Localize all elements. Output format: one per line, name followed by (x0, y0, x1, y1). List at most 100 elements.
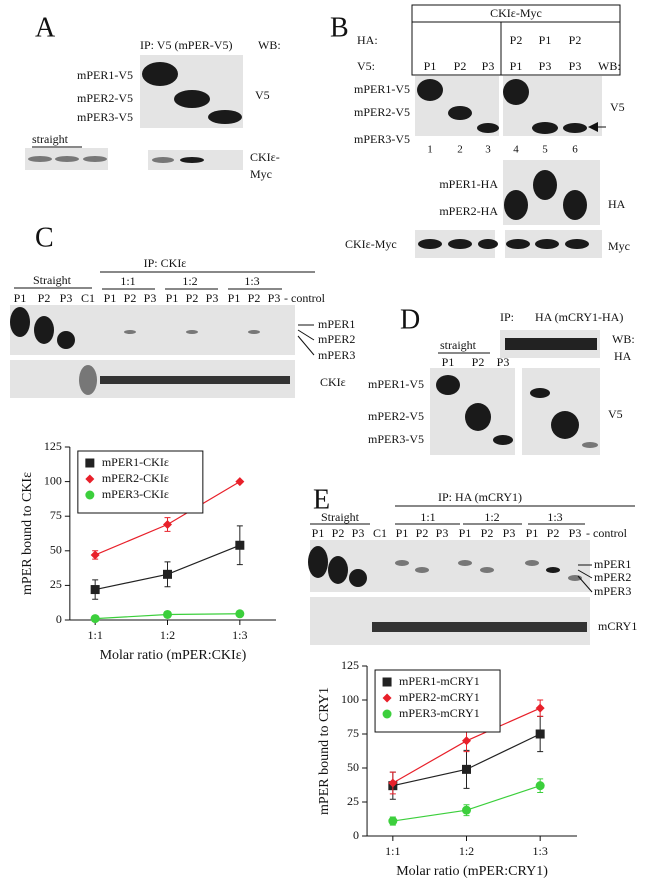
label: - control (586, 526, 628, 540)
lane-label: P2 (38, 291, 51, 305)
x-tick-label: 1:2 (160, 628, 175, 642)
label: V5 (610, 100, 625, 114)
legend-box (77, 450, 204, 514)
label: P1 (539, 33, 552, 47)
band-label: mPER1-V5 (354, 82, 410, 96)
label: P3 (482, 59, 495, 73)
point (462, 764, 471, 774)
legend-marker (85, 474, 95, 484)
label: IP: CKIε (144, 256, 187, 270)
label: 1:2 (182, 274, 197, 288)
y-tick-label: 25 (347, 794, 359, 808)
band-label: mPER1-HA (439, 177, 498, 191)
label: IP: HA (mCRY1) (438, 490, 522, 504)
x-tick-label: 1:1 (87, 628, 102, 642)
lane-label: P3 (569, 526, 582, 540)
legend-box (374, 669, 501, 733)
label: WB: (612, 332, 635, 346)
label: P2 (454, 59, 467, 73)
label: P3 (539, 59, 552, 73)
legend-marker (85, 490, 95, 500)
panel-rules (14, 4, 635, 593)
band-label: mPER2-V5 (77, 91, 133, 105)
label: CKIε (320, 375, 346, 389)
panel-letter: A (35, 12, 56, 43)
lane-label: P2 (186, 291, 199, 305)
lane-label: P1 (459, 526, 472, 540)
label: Myc (608, 239, 630, 253)
point (535, 703, 545, 713)
legend-label: mPER3-CKIε (102, 487, 169, 501)
y-tick-label: 125 (341, 658, 359, 672)
point (535, 781, 545, 791)
lane-label: P3 (352, 526, 365, 540)
lane-number: 5 (542, 144, 548, 156)
lane-label: P3 (503, 526, 516, 540)
label: straight (440, 338, 477, 352)
label: Straight (33, 273, 72, 287)
band-label: mPER3 (594, 584, 631, 598)
band-label: mPER2-V5 (368, 409, 424, 423)
band-label: mPER3-V5 (77, 110, 133, 124)
panel-letter: B (330, 12, 349, 43)
band-label: mPER2 (594, 570, 631, 584)
lane-label: P3 (497, 355, 510, 369)
legend-marker (382, 677, 392, 687)
label: CKIε- (250, 150, 280, 164)
lane-label: P2 (124, 291, 137, 305)
label: CKIε-Myc (490, 6, 542, 20)
label: HA (614, 349, 632, 363)
legend-label: mPER1-mCRY1 (399, 674, 480, 688)
chart: 0 25 50 75 100 125 1:1 1:2 1:3 Molar ratio (mPER:… (20, 439, 276, 663)
band-label: mPER1-V5 (368, 377, 424, 391)
label: IP: V5 (mPER-V5) (140, 38, 232, 52)
label: HA: (357, 33, 378, 47)
y-tick-label: 100 (44, 473, 62, 487)
legend-marker (85, 458, 95, 468)
x-tick-label: 1:2 (459, 844, 474, 858)
lane-number: 4 (513, 144, 519, 156)
y-tick-label: 125 (44, 439, 62, 453)
point (388, 778, 398, 788)
panel-letter: D (400, 304, 420, 335)
lane-number: 2 (457, 144, 463, 156)
point (235, 540, 245, 550)
lane-label: P2 (332, 526, 345, 540)
label: P3 (569, 59, 582, 73)
point (163, 569, 172, 579)
band-label: mPER3-V5 (354, 132, 410, 146)
lane-label: P3 (144, 291, 157, 305)
lane-label: P1 (312, 526, 325, 540)
chart: 0 25 50 75 100 125 1:1 1:2 1:3 Molar ratio (mPER:… (317, 658, 577, 879)
legend-label: mPER2-mCRY1 (399, 690, 480, 704)
point (163, 520, 172, 530)
point (90, 550, 100, 560)
label: WB: (598, 59, 621, 73)
label: IP: (500, 310, 514, 324)
lane-label: P1 (104, 291, 117, 305)
band-label: mPER3-V5 (368, 432, 424, 446)
label: P2 (569, 33, 582, 47)
point (462, 805, 471, 815)
label: mCRY1 (598, 619, 637, 633)
band-label: mPER2 (318, 332, 355, 346)
lane-label: P1 (228, 291, 241, 305)
lane-label: P2 (481, 526, 494, 540)
label: straight (32, 132, 69, 146)
y-tick-label: 100 (341, 692, 359, 706)
label: CKIε-Myc (345, 237, 397, 251)
label: P1 (424, 59, 437, 73)
lane-label: C1 (373, 526, 387, 540)
x-tick-label: 1:3 (532, 844, 547, 858)
label: HA (608, 197, 626, 211)
y-axis-label: mPER bound to CKIε (20, 472, 35, 595)
point (163, 609, 172, 619)
label: V5 (255, 88, 270, 102)
x-axis-label: Molar ratio (mPER:CKIε) (100, 648, 247, 663)
y-tick-label: 0 (56, 612, 62, 626)
label: 1:1 (420, 510, 435, 524)
lane-label: P2 (416, 526, 429, 540)
lane-label: P3 (268, 291, 281, 305)
lane-label: P3 (436, 526, 449, 540)
